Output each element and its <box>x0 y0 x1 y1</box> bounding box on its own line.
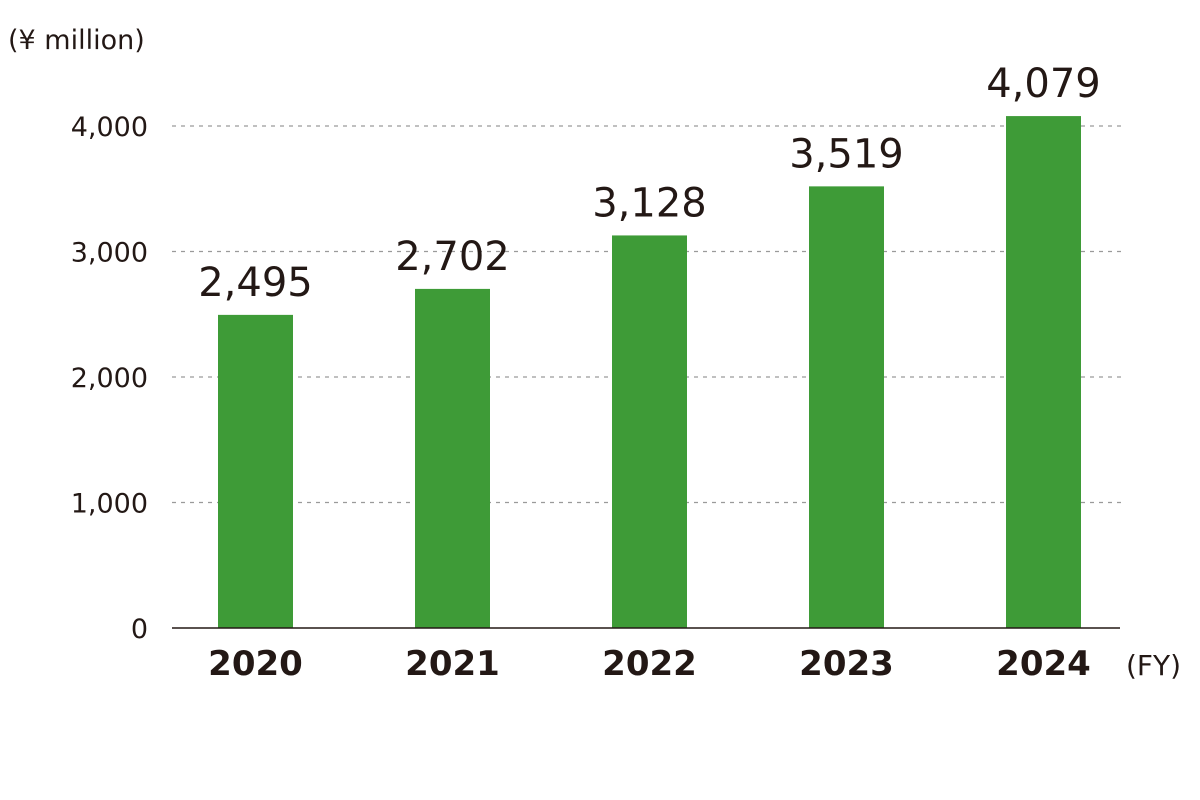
y-tick-label: 2,000 <box>71 363 148 394</box>
value-label-2022: 3,128 <box>592 180 707 226</box>
x-axis-ticks: 2020 2021 2022 2023 2024 <box>208 644 1091 684</box>
value-label-2024: 4,079 <box>986 61 1101 107</box>
y-tick-label: 1,000 <box>71 489 148 520</box>
bar-2020 <box>218 314 293 628</box>
bar-2023 <box>809 186 884 629</box>
x-tick-label-2021: 2021 <box>405 644 500 684</box>
bar-2024 <box>1006 116 1081 628</box>
value-labels: 2,495 2,702 3,128 3,519 4,079 <box>198 61 1101 306</box>
x-tick-label-2023: 2023 <box>799 644 894 684</box>
y-tick-label: 3,000 <box>71 238 148 269</box>
value-label-2020: 2,495 <box>198 260 313 306</box>
x-axis-label: (FY) <box>1126 649 1181 682</box>
value-label-2023: 3,519 <box>789 131 904 177</box>
y-tick-label: 4,000 <box>71 112 148 143</box>
y-axis-ticks: 0 1,000 2,000 3,000 4,000 <box>71 112 148 645</box>
x-tick-label-2022: 2022 <box>602 644 697 684</box>
unit-label: (¥ million) <box>8 25 145 56</box>
y-tick-label: 0 <box>131 614 148 645</box>
x-tick-label-2020: 2020 <box>208 644 303 684</box>
bar-2022 <box>612 235 687 628</box>
bar-2021 <box>415 288 490 628</box>
bars <box>218 116 1081 629</box>
value-label-2021: 2,702 <box>395 234 510 280</box>
x-tick-label-2024: 2024 <box>996 644 1091 684</box>
